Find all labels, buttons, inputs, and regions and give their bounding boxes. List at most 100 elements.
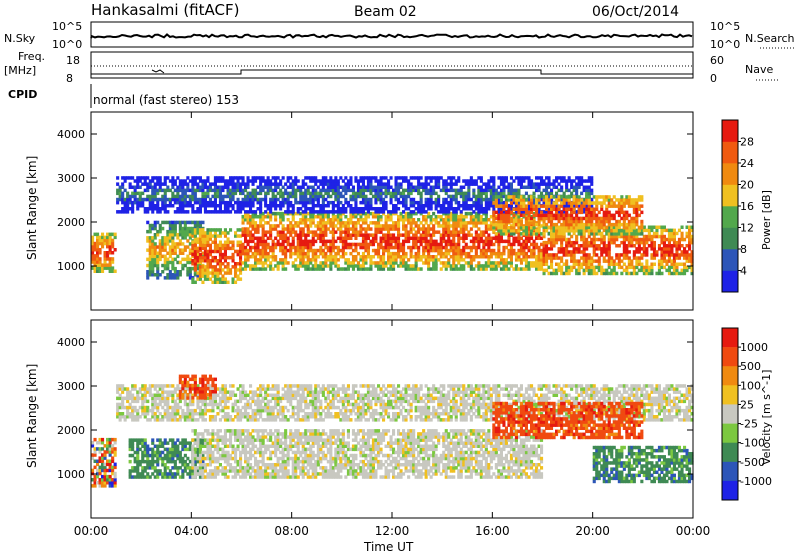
heatmap-cell: [261, 255, 265, 259]
heatmap-cell: [188, 226, 192, 231]
heatmap-cell: [392, 239, 396, 244]
heatmap-cell: [236, 197, 240, 202]
heatmap-cell: [615, 198, 619, 202]
heatmap-cell: [592, 231, 596, 236]
heatmap-cell: [412, 245, 416, 250]
heatmap-cell: [575, 229, 579, 233]
heatmap-cell: [326, 179, 330, 183]
heatmap-cell: [514, 218, 518, 222]
heatmap-cell: [562, 194, 566, 199]
heatmap-cell: [379, 200, 383, 205]
heatmap-cell: [379, 264, 383, 268]
heatmap-cell: [366, 242, 370, 247]
heatmap-cell: [271, 194, 275, 199]
heatmap-cell: [545, 204, 549, 208]
heatmap-cell: [519, 210, 523, 214]
heatmap-cell: [334, 182, 338, 186]
heatmap-cell: [291, 230, 295, 234]
heatmap-cell: [447, 218, 451, 222]
heatmap-cell: [477, 200, 481, 205]
heatmap-cell: [642, 234, 646, 239]
heatmap-cell: [434, 218, 438, 222]
heatmap-cell: [570, 207, 574, 211]
heatmap-cell: [507, 261, 511, 265]
heatmap-cell: [279, 179, 283, 183]
heatmap-cell: [371, 185, 375, 189]
heatmap-cell: [489, 194, 493, 199]
heatmap-cell: [311, 242, 315, 247]
heatmap-cell: [535, 182, 539, 186]
heatmap-cell: [675, 256, 679, 260]
heatmap-cell: [575, 234, 579, 239]
heatmap-cell: [193, 270, 197, 274]
heatmap-cell: [447, 211, 451, 216]
heatmap-cell: [299, 261, 303, 265]
heatmap-cell: [620, 259, 624, 263]
heatmap-cell: [597, 237, 601, 242]
heatmap-cell: [537, 207, 541, 211]
heatmap-cell: [103, 235, 107, 240]
heatmap-cell: [600, 195, 604, 199]
heatmap-cell: [166, 260, 170, 265]
heatmap-cell: [492, 210, 496, 215]
heatmap-cell: [587, 213, 591, 218]
heatmap-cell: [329, 182, 333, 186]
heatmap-cell: [540, 194, 544, 199]
heatmap-cell: [254, 197, 258, 202]
heatmap-cell: [587, 229, 591, 233]
heatmap-cell: [314, 224, 318, 228]
heatmap-cell: [244, 204, 248, 208]
heatmap-cell: [148, 185, 152, 189]
heatmap-cell: [489, 188, 493, 193]
heatmap-cell: [607, 234, 611, 239]
heatmap-cell: [592, 201, 596, 205]
heatmap-cell: [226, 243, 230, 248]
heatmap-cell: [620, 207, 624, 211]
heatmap-cell: [557, 195, 561, 199]
heatmap-cell: [567, 188, 571, 193]
heatmap-cell: [158, 229, 162, 234]
heatmap-cell: [585, 207, 589, 211]
heatmap-cell: [605, 229, 609, 233]
heatmap-cell: [550, 237, 554, 242]
heatmap-cell: [331, 239, 335, 244]
heatmap-cell: [341, 211, 345, 216]
heatmap-cell: [148, 260, 152, 265]
heatmap-cell: [524, 219, 528, 224]
heatmap-cell: [412, 176, 416, 180]
heatmap-cell: [442, 210, 446, 214]
heatmap-cell: [314, 188, 318, 193]
heatmap-cell: [592, 210, 596, 215]
heatmap-cell: [632, 265, 636, 270]
heatmap-cell: [374, 233, 378, 237]
heatmap-cell: [151, 236, 155, 240]
heatmap-cell: [492, 251, 496, 256]
heatmap-cell: [670, 271, 674, 276]
heatmap-cell: [482, 182, 486, 186]
heatmap-cell: [186, 257, 190, 262]
heatmap-cell: [244, 239, 248, 244]
heatmap-cell: [336, 191, 340, 196]
heatmap-cell: [171, 276, 175, 280]
heatmap-cell: [427, 230, 431, 234]
heatmap-cell: [680, 250, 684, 254]
heatmap-cell: [153, 257, 157, 262]
heatmap-cell: [419, 207, 423, 211]
heatmap-cell: [153, 233, 157, 237]
heatmap-cell: [547, 240, 551, 245]
heatmap-cell: [331, 207, 335, 211]
heatmap-cell: [221, 252, 225, 257]
heatmap-cell: [497, 239, 501, 244]
heatmap-cell: [459, 210, 463, 214]
heatmap-cell: [269, 204, 273, 208]
heatmap-cell: [547, 185, 551, 189]
heatmap-cell: [234, 188, 238, 193]
heatmap-cell: [449, 204, 453, 208]
heatmap-cell: [123, 204, 127, 208]
heatmap-cell: [301, 258, 305, 262]
heatmap-cell: [677, 244, 681, 248]
heatmap-cell: [259, 215, 263, 219]
heatmap-cell: [306, 185, 310, 189]
heatmap-cell: [113, 269, 117, 273]
heatmap-cell: [254, 224, 258, 228]
